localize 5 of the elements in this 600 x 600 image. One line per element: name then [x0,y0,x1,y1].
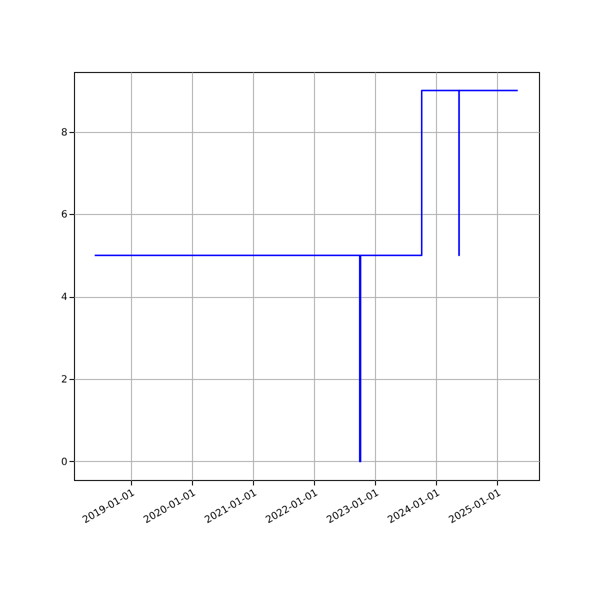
y-tick-label: 4 [61,292,68,304]
y-tick-label: 0 [61,456,68,468]
y-tick-label: 2 [61,374,68,386]
y-tick-label: 8 [61,127,68,138]
y-tick-label: 6 [61,210,68,221]
